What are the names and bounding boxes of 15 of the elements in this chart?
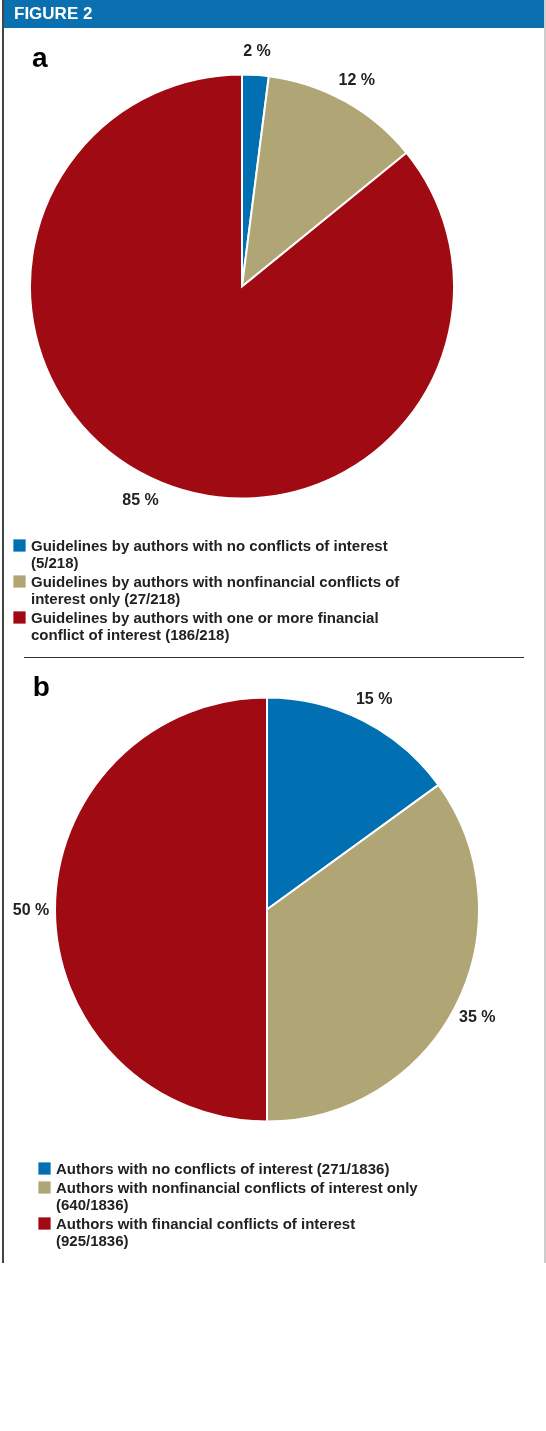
data-label: 15 % [355,690,393,708]
chart-title: b [32,671,50,702]
legend-label: Guidelines by authors with no conflicts of interest (5/218) [31,536,388,571]
legend-label: Guidelines by authors with nonfinancial conflicts of interest only (27/218) [31,572,401,607]
data-label: 35 % [459,1007,496,1025]
data-label: 85 % [122,490,159,508]
caption: FIGURE 2 [4,0,544,28]
legend-label: Guidelines by authors with one or more financial conflict of interest (186/218) [31,608,379,643]
data-label: 2 % [243,41,271,59]
legend-label: Authors with nonfinancial conflicts of interest only (640/1836) [56,1178,419,1213]
legend-label: Authors with no conflicts of interest (271/1836) [56,1159,390,1177]
legend-label: Authors with financial conflicts of interest (925/1836) [56,1214,356,1249]
chart-title: a [32,41,48,73]
data-label: 12 % [338,71,375,89]
data-label: 50 % [12,900,50,918]
